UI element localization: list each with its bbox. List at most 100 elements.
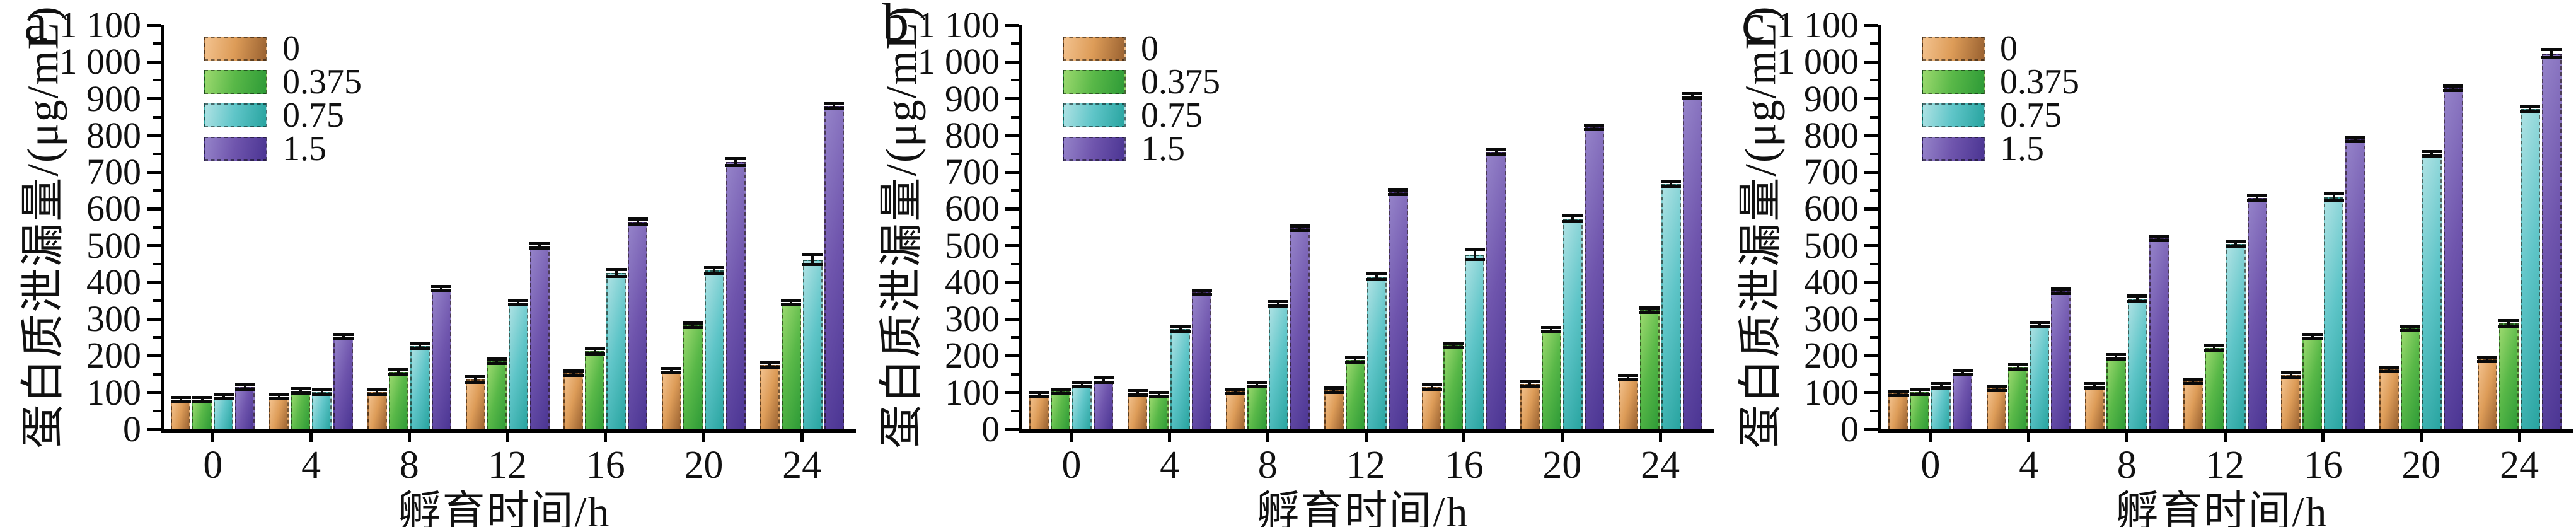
y-minor-tick bbox=[1870, 152, 1878, 155]
bar-0-16h bbox=[2281, 374, 2301, 429]
error-bar bbox=[1888, 389, 1909, 397]
error-bar bbox=[802, 253, 823, 267]
error-bar bbox=[170, 396, 191, 404]
error-bar bbox=[1486, 148, 1506, 156]
y-tick-label: 600 bbox=[945, 188, 1000, 229]
y-minor-tick bbox=[1870, 262, 1878, 265]
y-minor-tick bbox=[1011, 373, 1019, 376]
bar-0.75-8h bbox=[2127, 299, 2147, 429]
bar-1.5-0h bbox=[1953, 372, 1973, 429]
error-bar bbox=[1170, 325, 1191, 333]
error-bar bbox=[2183, 378, 2203, 386]
x-tick-label: 4 bbox=[2019, 444, 2039, 487]
x-tick-label: 20 bbox=[2401, 444, 2441, 487]
y-major-tick bbox=[1864, 391, 1878, 395]
y-major-tick bbox=[1005, 244, 1019, 248]
bar-0.75-24h bbox=[802, 259, 823, 429]
x-tick-label: 8 bbox=[2117, 444, 2137, 487]
y-tick-label: 0 bbox=[123, 408, 141, 449]
y-tick-label: 500 bbox=[945, 224, 1000, 266]
bar-0-24h bbox=[760, 365, 780, 429]
x-tick bbox=[800, 433, 804, 442]
x-axis-title: 孵育时间/h bbox=[2115, 488, 2328, 527]
legend-label-0.75: 0.75 bbox=[2000, 95, 2062, 135]
error-bar bbox=[2422, 149, 2442, 158]
error-bar bbox=[824, 102, 845, 110]
bar-0.375-12h bbox=[1345, 360, 1365, 429]
legend: 0 0.375 0.75 1.5 bbox=[1922, 31, 2079, 168]
bar-0.375-4h bbox=[1149, 395, 1169, 429]
legend-label-1.5: 1.5 bbox=[2000, 129, 2044, 168]
error-bar bbox=[1909, 388, 1930, 396]
bar-0-20h bbox=[661, 370, 681, 429]
error-bar bbox=[563, 369, 584, 378]
y-tick-label: 1 000 bbox=[59, 41, 142, 83]
bar-1.5-12h bbox=[1388, 192, 1408, 429]
x-tick bbox=[1462, 433, 1466, 442]
y-minor-tick bbox=[153, 299, 161, 303]
bar-0.375-8h bbox=[2106, 357, 2126, 429]
panel-c-letter: c bbox=[1741, 0, 1765, 52]
bar-0-12h bbox=[465, 379, 485, 429]
error-bar bbox=[683, 321, 703, 330]
error-bar bbox=[367, 388, 388, 396]
bar-1.5-4h bbox=[1192, 292, 1212, 429]
error-bar bbox=[1050, 387, 1071, 395]
y-minor-tick bbox=[1870, 79, 1878, 82]
y-major-tick bbox=[1864, 317, 1878, 321]
x-tick bbox=[702, 433, 705, 442]
x-axis-line bbox=[1878, 429, 2573, 433]
error-bar bbox=[431, 284, 452, 292]
error-bar bbox=[606, 268, 627, 279]
bar-0.75-8h bbox=[410, 346, 430, 429]
bar-0.375-8h bbox=[388, 371, 408, 429]
error-bar bbox=[1345, 356, 1365, 364]
y-major-tick bbox=[1864, 427, 1878, 431]
x-axis-title: 孵育时间/h bbox=[1256, 488, 1469, 527]
bar-0-16h bbox=[563, 373, 584, 429]
legend-label-0.75: 0.75 bbox=[282, 95, 344, 135]
bar-1.5-16h bbox=[1486, 152, 1506, 429]
y-tick-label: 800 bbox=[1804, 114, 1859, 156]
bar-0-4h bbox=[269, 396, 289, 429]
error-bar bbox=[1191, 288, 1212, 296]
bar-0.375-16h bbox=[585, 351, 605, 429]
error-bar bbox=[1682, 91, 1703, 100]
bar-0.75-4h bbox=[312, 391, 332, 429]
legend-item-0: 0 bbox=[204, 31, 362, 66]
legend-swatch-0.375 bbox=[1063, 69, 1126, 94]
error-bar bbox=[1562, 214, 1583, 223]
y-minor-tick bbox=[153, 409, 161, 412]
y-tick-label: 400 bbox=[945, 261, 1000, 303]
error-bar bbox=[2302, 333, 2323, 341]
legend: 0 0.375 0.75 1.5 bbox=[204, 31, 362, 166]
error-bar bbox=[213, 392, 234, 400]
error-bar bbox=[2226, 240, 2246, 248]
bar-0-16h bbox=[1422, 387, 1442, 429]
bar-0.375-16h bbox=[2302, 337, 2323, 429]
bar-1.5-8h bbox=[431, 288, 451, 429]
bar-1.5-20h bbox=[725, 161, 746, 429]
error-bar bbox=[311, 388, 332, 396]
y-major-tick bbox=[1005, 427, 1019, 431]
x-tick-label: 24 bbox=[782, 444, 822, 487]
legend-item-0.375: 0.375 bbox=[1922, 64, 2079, 100]
error-bar bbox=[1464, 248, 1485, 262]
bar-0.375-20h bbox=[683, 325, 703, 429]
error-bar bbox=[1584, 123, 1605, 131]
bar-0.375-0h bbox=[1910, 391, 1930, 429]
y-major-tick bbox=[1864, 60, 1878, 64]
bar-0.75-20h bbox=[2422, 153, 2442, 429]
bar-0.375-0h bbox=[192, 400, 212, 429]
panel-a-letter: a bbox=[24, 0, 48, 52]
y-major-tick bbox=[1864, 23, 1878, 27]
y-tick-label: 700 bbox=[86, 151, 141, 193]
legend-item-0.375: 0.375 bbox=[1063, 64, 1220, 100]
x-tick bbox=[604, 433, 608, 442]
bar-0.75-4h bbox=[1170, 328, 1191, 429]
error-bar bbox=[760, 361, 780, 369]
y-minor-tick bbox=[1870, 299, 1878, 303]
y-tick-label: 900 bbox=[945, 78, 1000, 119]
x-tick-label: 24 bbox=[1641, 444, 1680, 487]
error-bar bbox=[1148, 391, 1169, 399]
